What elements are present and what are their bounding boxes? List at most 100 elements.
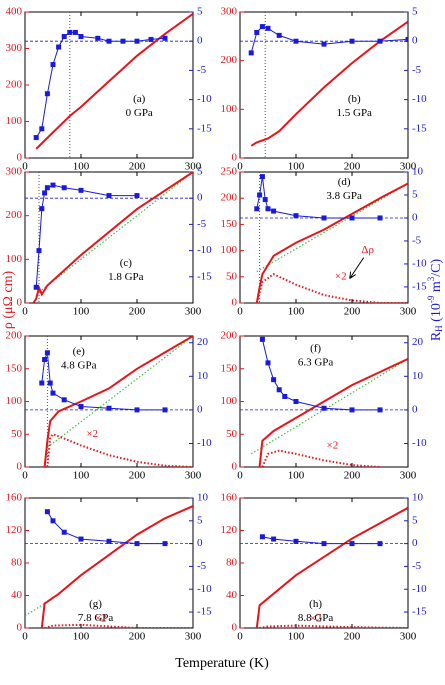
resistivity-line <box>250 20 408 147</box>
y-tick-label: 0 <box>232 297 238 309</box>
x-tick-label: 0 <box>22 306 28 318</box>
y2-tick-label: 5 <box>412 189 418 201</box>
panel-label: (f) <box>310 343 321 355</box>
hall-line <box>35 184 137 288</box>
y-tick-label: 100 <box>221 103 238 115</box>
hall-point <box>349 541 355 547</box>
hall-point <box>50 518 56 524</box>
hall-point <box>293 538 299 544</box>
hall-point <box>377 215 383 221</box>
y2-tick-label: -5 <box>197 64 207 76</box>
hall-point <box>259 534 265 540</box>
hall-point <box>259 174 265 180</box>
y-tick-label: 200 <box>221 330 238 342</box>
y2-label-part: R <box>429 331 444 341</box>
x-axis-label: Temperature (K) <box>175 656 269 671</box>
panel-label: (a) <box>133 93 146 105</box>
hall-point <box>321 41 327 47</box>
y2-tick-label: -10 <box>412 437 427 449</box>
y2-tick-label: 0 <box>412 403 418 415</box>
y-tick-label: 40 <box>11 589 23 601</box>
resistivity-line <box>250 358 408 455</box>
hall-point <box>282 393 288 399</box>
hall-point <box>33 135 39 141</box>
x-tick-label: 100 <box>73 161 90 173</box>
y-tick-label: 150 <box>221 362 238 374</box>
y2-label-part: (10 <box>429 303 444 325</box>
y-tick-label: 80 <box>11 557 23 569</box>
plot-frame <box>24 171 194 304</box>
y2-axis-label: RH (10-9 m3/C) <box>426 259 444 342</box>
hall-point <box>148 36 154 42</box>
hall-point <box>106 38 112 44</box>
y-tick-label: 100 <box>221 244 238 256</box>
resistivity-line <box>255 182 408 303</box>
hall-point <box>106 193 112 199</box>
plot-area <box>25 336 193 467</box>
x-tick-label: 200 <box>344 631 361 643</box>
hall-point <box>377 541 383 547</box>
hall-point <box>61 185 67 191</box>
hall-point <box>42 190 48 196</box>
y2-tick-label: -10 <box>412 257 427 269</box>
resistivity-line <box>25 603 45 617</box>
plot-area <box>240 172 408 303</box>
y-tick-label: 120 <box>6 524 23 536</box>
hall-point <box>61 34 67 40</box>
y-tick-label: 160 <box>6 492 23 504</box>
hall-point <box>349 38 355 44</box>
x-tick-label: 300 <box>185 470 202 482</box>
y2-tick-label: 0 <box>412 35 418 47</box>
plot-area <box>240 12 408 158</box>
y2-tick-label: 0 <box>197 35 203 47</box>
x-tick-label: 100 <box>288 306 305 318</box>
y2-tick-label: -15 <box>197 122 212 134</box>
hall-point <box>44 91 50 97</box>
hall-point <box>259 336 265 342</box>
y-tick-label: 300 <box>6 166 23 178</box>
hall-point <box>254 29 260 35</box>
x-tick-label: 200 <box>344 161 361 173</box>
hall-point <box>36 248 42 254</box>
y2-tick-label: 0 <box>412 537 418 549</box>
panel-label: (b) <box>348 93 361 105</box>
panel: 0 100 200 300 0 100 200 300 -15 -10 -5 0 5 (c) 1.8 GPa <box>6 166 213 318</box>
hall-point <box>259 24 265 30</box>
y-tick-label: 250 <box>221 166 238 178</box>
pressure-label: 0 GPa <box>126 107 153 119</box>
hall-line <box>41 352 165 411</box>
x-tick-label: 100 <box>288 631 305 643</box>
hall-point <box>61 529 67 535</box>
pressure-label: 8.8 GPa <box>298 612 334 624</box>
y-tick-label: 100 <box>6 253 23 265</box>
y-axis-label: ρ (μΩ cm) <box>1 271 16 330</box>
y2-tick-label: -10 <box>197 244 212 256</box>
y-tick-label: 150 <box>6 362 23 374</box>
plot-area <box>25 172 193 303</box>
x-tick-label: 0 <box>22 470 28 482</box>
x-tick-label: 200 <box>129 306 146 318</box>
x-tick-label: 100 <box>73 631 90 643</box>
hall-point <box>254 206 260 212</box>
panel: 0 100 200 300 0 50 100 150 200 250 -15 -10 -5 0 5 10 (d)… <box>221 166 428 318</box>
resistivity-line <box>43 336 193 467</box>
pressure-label: 6.3 GPa <box>298 357 334 369</box>
panel: 0 100 200 300 0 50 100 150 200 -10 0 10 20 (f) 6.3 GPa… <box>221 330 428 482</box>
y-tick-label: 0 <box>17 622 23 634</box>
annotation: ×2 <box>86 428 98 440</box>
x-tick-label: 0 <box>237 161 243 173</box>
y2-tick-label: 10 <box>197 492 209 504</box>
y-tick-label: 0 <box>17 461 23 473</box>
hall-point <box>265 206 271 212</box>
y2-tick-label: -10 <box>197 583 212 595</box>
hall-point <box>276 387 282 393</box>
panel: 0 100 200 300 0 40 80 120 160 -15 -10 -5 0 5 10 (g) 7.8 … <box>6 492 213 643</box>
y2-tick-label: 0 <box>197 403 203 415</box>
y2-tick-label: 10 <box>412 492 424 504</box>
y-tick-label: 150 <box>221 218 238 230</box>
hall-point <box>265 25 271 31</box>
y-tick-label: 50 <box>11 428 23 440</box>
y2-tick-label: 5 <box>197 6 203 18</box>
hall-point <box>134 193 140 199</box>
y2-tick-label: 20 <box>412 336 424 348</box>
